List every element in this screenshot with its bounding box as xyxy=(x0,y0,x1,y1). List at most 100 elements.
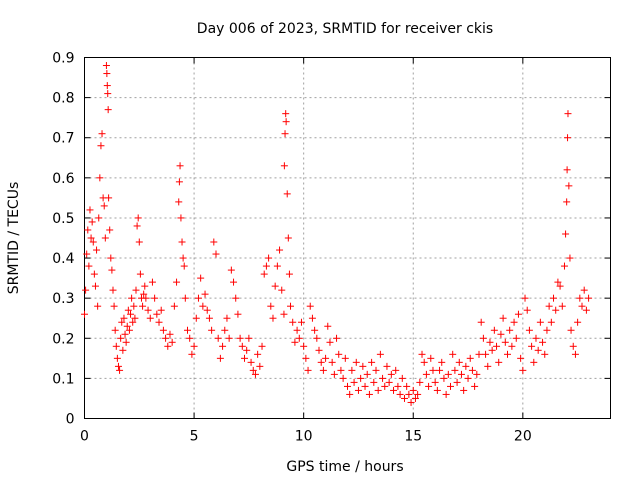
data-point xyxy=(510,318,518,326)
data-point xyxy=(260,270,268,278)
data-point xyxy=(175,198,183,206)
data-point xyxy=(427,354,435,362)
data-point xyxy=(365,390,373,398)
y-axis-label: SRMTID / TECUs xyxy=(6,182,22,295)
data-point xyxy=(398,374,406,382)
data-point xyxy=(225,334,233,342)
data-point xyxy=(414,390,422,398)
data-point xyxy=(280,310,288,318)
data-point xyxy=(361,382,369,390)
data-point xyxy=(468,366,476,374)
data-point xyxy=(110,302,118,310)
data-point xyxy=(238,342,246,350)
data-point xyxy=(155,318,163,326)
data-point xyxy=(563,198,571,206)
data-point xyxy=(564,110,572,118)
data-point xyxy=(464,374,472,382)
data-point xyxy=(532,334,540,342)
data-point xyxy=(81,310,88,318)
data-point xyxy=(95,214,103,222)
data-point xyxy=(130,302,138,310)
data-point xyxy=(543,326,551,334)
data-point xyxy=(90,270,98,278)
data-point xyxy=(486,338,494,346)
data-point xyxy=(208,326,216,334)
data-point xyxy=(457,370,465,378)
data-point xyxy=(433,386,441,394)
data-point xyxy=(170,302,178,310)
data-point xyxy=(466,354,474,362)
data-point xyxy=(479,334,487,342)
data-point xyxy=(234,310,242,318)
data-point xyxy=(550,294,558,302)
data-point xyxy=(186,334,194,342)
data-point xyxy=(493,342,501,350)
data-point xyxy=(236,334,244,342)
data-point xyxy=(418,350,426,358)
data-point xyxy=(173,278,181,286)
data-point xyxy=(539,338,547,346)
data-point xyxy=(400,394,408,402)
data-point xyxy=(372,366,380,374)
data-point xyxy=(396,390,404,398)
data-point xyxy=(91,282,99,290)
data-point xyxy=(93,246,101,254)
data-point xyxy=(216,354,224,362)
data-point xyxy=(89,238,97,246)
data-point xyxy=(97,142,105,150)
y-tick-label: 0.9 xyxy=(52,51,74,67)
data-point xyxy=(201,290,209,298)
data-point xyxy=(488,346,496,354)
data-point xyxy=(508,342,516,350)
data-point xyxy=(131,314,139,322)
data-point xyxy=(394,382,402,390)
data-point xyxy=(249,366,257,374)
data-point xyxy=(258,342,266,350)
data-point xyxy=(85,262,93,270)
y-tick-label: 0.8 xyxy=(52,91,74,107)
data-point xyxy=(276,246,284,254)
data-point xyxy=(580,286,588,294)
data-point xyxy=(282,110,290,118)
data-point xyxy=(284,234,292,242)
x-tick-label: 20 xyxy=(514,429,532,445)
data-point xyxy=(545,302,553,310)
data-point xyxy=(462,362,470,370)
y-tick-label: 0.2 xyxy=(52,331,74,347)
data-point xyxy=(221,326,229,334)
data-point xyxy=(84,226,92,234)
data-point xyxy=(379,374,387,382)
data-point xyxy=(514,310,522,318)
x-tick-label: 5 xyxy=(190,429,199,445)
data-point xyxy=(180,262,188,270)
data-point xyxy=(560,262,568,270)
data-point xyxy=(133,222,141,230)
data-point xyxy=(293,326,301,334)
data-point xyxy=(490,326,498,334)
data-point xyxy=(125,326,133,334)
data-point xyxy=(269,314,277,322)
data-point xyxy=(385,378,393,386)
data-point xyxy=(297,318,305,326)
data-point xyxy=(482,350,490,358)
data-point xyxy=(409,386,417,394)
data-point xyxy=(117,334,125,342)
data-point xyxy=(304,366,312,374)
data-point xyxy=(453,378,461,386)
data-point xyxy=(501,338,509,346)
data-point xyxy=(102,62,110,70)
data-point xyxy=(262,262,270,270)
data-point xyxy=(116,366,124,374)
data-point xyxy=(571,350,579,358)
y-tick-label: 0 xyxy=(66,412,75,428)
data-point xyxy=(254,350,262,358)
data-point xyxy=(123,322,131,330)
data-point xyxy=(179,254,187,262)
data-point xyxy=(104,90,112,98)
data-point xyxy=(144,306,152,314)
data-point xyxy=(267,302,275,310)
data-point xyxy=(88,218,96,226)
data-point xyxy=(127,310,135,318)
data-point xyxy=(534,346,542,354)
